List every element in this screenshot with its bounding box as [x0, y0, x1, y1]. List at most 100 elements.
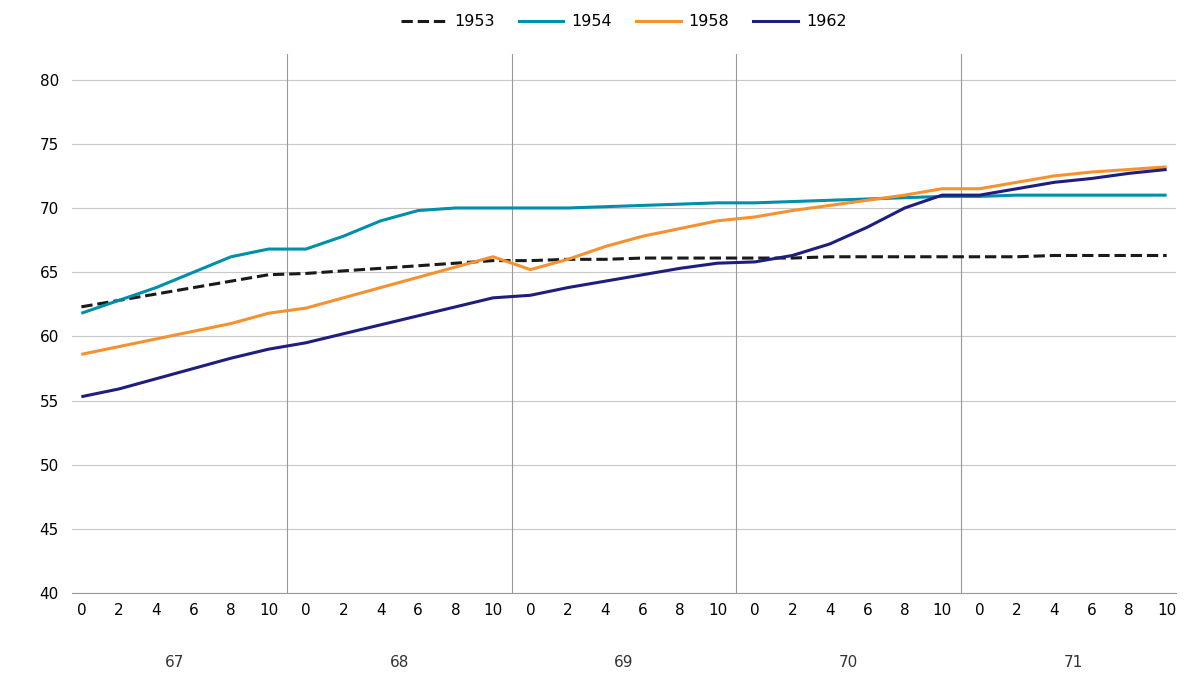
1962 — [860, 223, 875, 231]
1958 — [449, 263, 463, 271]
Text: 68: 68 — [390, 654, 409, 670]
Line: 1962: 1962 — [82, 169, 1166, 397]
1962 — [1048, 178, 1062, 186]
1954 — [410, 206, 425, 214]
1962 — [373, 321, 388, 329]
1954 — [74, 309, 89, 317]
1962 — [710, 259, 725, 267]
1953 — [299, 270, 313, 278]
1962 — [336, 330, 350, 338]
1962 — [636, 271, 650, 279]
1962 — [224, 354, 239, 362]
1954 — [1085, 191, 1099, 200]
1953 — [224, 277, 239, 285]
1958 — [1009, 178, 1024, 186]
Line: 1953: 1953 — [82, 255, 1166, 307]
1953 — [449, 259, 463, 267]
1958 — [823, 202, 838, 210]
1954 — [299, 245, 313, 253]
1962 — [1085, 175, 1099, 183]
1954 — [598, 203, 612, 211]
1953 — [823, 253, 838, 261]
1954 — [149, 284, 163, 292]
1962 — [898, 204, 912, 212]
1954 — [373, 217, 388, 225]
1958 — [74, 350, 89, 359]
1953 — [336, 267, 350, 275]
1958 — [262, 309, 276, 317]
1958 — [186, 327, 200, 335]
1953 — [74, 303, 89, 311]
1954 — [785, 197, 799, 206]
1953 — [373, 264, 388, 272]
1954 — [1159, 191, 1174, 200]
Line: 1958: 1958 — [82, 167, 1166, 355]
1954 — [636, 202, 650, 210]
1962 — [673, 264, 688, 272]
1962 — [449, 303, 463, 311]
Text: 69: 69 — [614, 654, 634, 670]
1954 — [224, 253, 239, 261]
1954 — [1009, 191, 1024, 200]
1962 — [410, 312, 425, 320]
1958 — [1085, 168, 1099, 176]
1953 — [112, 297, 126, 305]
1958 — [336, 294, 350, 302]
1953 — [1009, 253, 1024, 261]
1954 — [486, 204, 500, 212]
1962 — [748, 258, 762, 266]
1958 — [860, 196, 875, 204]
1958 — [1159, 163, 1174, 171]
1954 — [935, 192, 949, 200]
1958 — [299, 304, 313, 312]
1962 — [598, 277, 612, 285]
1958 — [410, 273, 425, 281]
1954 — [523, 204, 538, 212]
1954 — [186, 268, 200, 276]
1954 — [860, 195, 875, 203]
1953 — [1085, 251, 1099, 259]
1962 — [186, 365, 200, 373]
1953 — [262, 271, 276, 279]
1958 — [560, 255, 575, 264]
1962 — [785, 251, 799, 259]
1958 — [112, 342, 126, 350]
1958 — [1122, 165, 1136, 173]
1958 — [149, 335, 163, 343]
1953 — [710, 254, 725, 262]
1962 — [560, 284, 575, 292]
1953 — [898, 253, 912, 261]
1953 — [673, 254, 688, 262]
1953 — [1159, 251, 1174, 259]
1962 — [1122, 169, 1136, 177]
1954 — [560, 204, 575, 212]
1954 — [710, 199, 725, 207]
1954 — [823, 196, 838, 204]
1958 — [748, 213, 762, 221]
1954 — [1122, 191, 1136, 200]
1962 — [112, 385, 126, 393]
1958 — [523, 266, 538, 274]
1953 — [1048, 251, 1062, 259]
1962 — [972, 191, 986, 200]
Text: 67: 67 — [166, 654, 185, 670]
1958 — [1048, 172, 1062, 180]
1962 — [523, 291, 538, 299]
1958 — [598, 243, 612, 251]
1953 — [636, 254, 650, 262]
1953 — [748, 254, 762, 262]
1962 — [1009, 185, 1024, 193]
1962 — [1159, 165, 1174, 173]
1954 — [1048, 191, 1062, 200]
1953 — [1122, 251, 1136, 259]
1953 — [186, 284, 200, 292]
1954 — [262, 245, 276, 253]
1962 — [262, 345, 276, 353]
Line: 1954: 1954 — [82, 195, 1166, 313]
1958 — [373, 284, 388, 292]
1962 — [935, 191, 949, 200]
1954 — [112, 297, 126, 305]
1953 — [410, 262, 425, 270]
1958 — [710, 217, 725, 225]
1954 — [449, 204, 463, 212]
